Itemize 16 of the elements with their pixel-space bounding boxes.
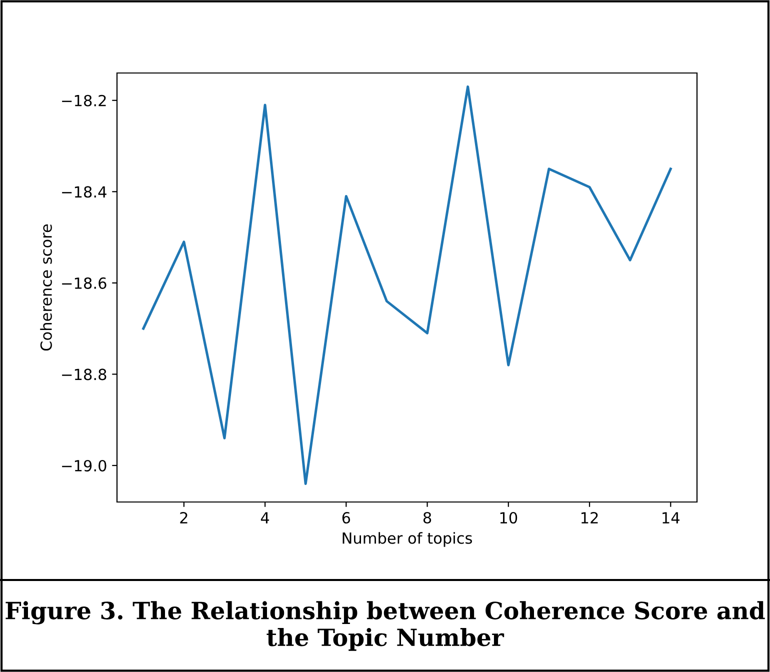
x-tick-label: 10 xyxy=(500,512,518,524)
y-tick-label: −18.8 xyxy=(62,368,106,380)
y-tick-label: −19.0 xyxy=(62,460,106,472)
y-tick-label: −18.2 xyxy=(62,94,106,106)
x-tick-label: 14 xyxy=(662,512,680,524)
x-tick-label: 8 xyxy=(423,512,432,524)
y-tick-label: −18.4 xyxy=(62,186,106,198)
y-tick-label: −18.6 xyxy=(62,277,106,289)
x-tick-label: 4 xyxy=(260,512,270,524)
y-axis-title: Coherence score xyxy=(40,224,52,351)
x-tick-label: 6 xyxy=(342,512,350,524)
x-axis-title: Number of topics xyxy=(342,532,472,547)
x-tick-label: 2 xyxy=(180,512,188,524)
line-series xyxy=(142,85,672,485)
x-tick-label: 12 xyxy=(581,512,598,524)
caption: Figure 3. The Relationship between Coherence Score and the Topic Number xyxy=(6,601,765,651)
